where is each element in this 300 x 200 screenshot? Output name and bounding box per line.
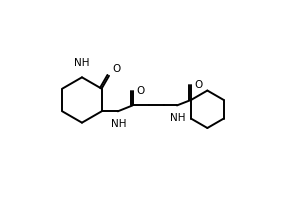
Text: NH: NH — [74, 58, 90, 68]
Text: O: O — [112, 64, 121, 74]
Text: O: O — [195, 80, 203, 90]
Text: NH: NH — [170, 113, 185, 123]
Text: NH: NH — [111, 119, 126, 129]
Text: O: O — [136, 86, 144, 96]
